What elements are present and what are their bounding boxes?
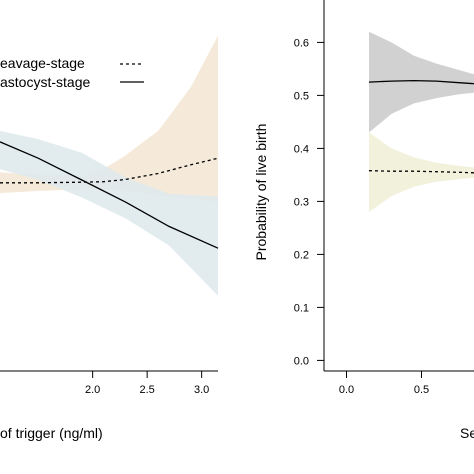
right-series-line-1: [368, 170, 474, 174]
right-fit-lines: [368, 79, 474, 174]
right-y-axis-title: Probability of live birth: [253, 124, 269, 261]
left-x-tick-label: 3.0: [194, 384, 209, 396]
right-band-1: [369, 132, 474, 212]
left-band-0: [0, 35, 218, 202]
left-series-line-0: [0, 157, 219, 184]
left-x-ticks: 2.0 2.5 3.0: [85, 371, 209, 396]
left-band-1: [0, 130, 218, 296]
right-y-tick-label: 0.5: [294, 90, 309, 102]
right-chart-panel: 0.0 0.1 0.2 0.3 0.4 0.5 0.6 0.0 0.5 Probability…: [253, 0, 474, 441]
left-fit-lines: [0, 141, 219, 249]
left-confidence-bands: [0, 35, 218, 296]
right-x-axis-title: Se: [460, 425, 474, 441]
right-y-tick-label: 0.4: [294, 143, 309, 155]
legend: eavage-stage astocyst-stage: [0, 55, 144, 90]
right-series-line-0: [368, 79, 474, 85]
left-chart-panel: 2.0 2.5 3.0 of trigger (ng/ml) eavage-stag…: [0, 35, 219, 441]
right-band-0: [369, 31, 474, 133]
right-y-tick-label: 0.2: [294, 249, 309, 261]
right-y-tick-label: 0.6: [294, 37, 309, 49]
left-x-axis-title: of trigger (ng/ml): [0, 425, 103, 441]
right-y-tick-label: 0.3: [294, 196, 309, 208]
right-y-tick-label: 0.0: [294, 355, 309, 367]
legend-label-blastocyst: astocyst-stage: [0, 74, 90, 90]
right-y-tick-label: 0.1: [294, 302, 309, 314]
right-x-tick-label: 0.0: [339, 384, 354, 396]
left-x-tick-label: 2.0: [85, 384, 100, 396]
right-x-ticks: 0.0 0.5: [339, 371, 429, 396]
legend-label-cleavage: eavage-stage: [0, 55, 85, 71]
left-series-line-1: [0, 141, 219, 249]
left-x-tick-label: 2.5: [140, 384, 155, 396]
right-confidence-bands: [369, 31, 474, 212]
right-x-tick-label: 0.5: [414, 384, 429, 396]
right-y-ticks: 0.0 0.1 0.2 0.3 0.4 0.5 0.6: [294, 37, 324, 367]
